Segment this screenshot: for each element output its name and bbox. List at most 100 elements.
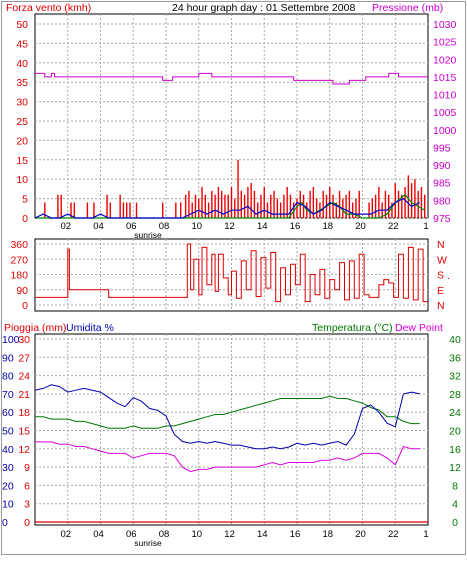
- wind-x-tick-label: 14: [257, 221, 268, 232]
- wind-tick-label: 15: [16, 155, 28, 167]
- rain-tick-label: 24: [18, 371, 30, 383]
- pressure-tick-label: 985: [433, 178, 451, 190]
- pressure-tick-label: 1005: [433, 107, 457, 119]
- wind-tick-label: 40: [16, 58, 28, 70]
- pressure-axis-title: Pressione (mb): [372, 2, 443, 14]
- pressure-tick-label: 990: [433, 160, 451, 172]
- wind-x-tick-label: 16: [290, 221, 301, 232]
- wind-x-tick-label: 06: [126, 221, 137, 232]
- wind-x-tick-label: 18: [322, 221, 333, 232]
- wind-tick-label: 45: [16, 38, 28, 50]
- humidity-axis-title: Umidita %: [66, 322, 114, 334]
- humidity-tick-label: 50: [2, 426, 14, 438]
- dewpoint-axis-title: Dew Point: [395, 322, 443, 334]
- dewpoint-line: [35, 441, 420, 473]
- temperature-tick-label: 20: [449, 426, 461, 438]
- climate-x-tick-label: 04: [93, 529, 104, 540]
- temperature-tick-label: 8: [452, 480, 458, 492]
- climate-x-tick-label: 08: [159, 529, 170, 540]
- rain-tick-label: 15: [18, 426, 30, 438]
- wind-tick-label: 5: [22, 194, 28, 206]
- rain-tick-label: 3: [24, 499, 30, 511]
- humidity-tick-label: 100: [2, 334, 20, 346]
- rain-tick-label: 18: [18, 407, 30, 419]
- climate-x-tick-label: 12: [224, 529, 235, 540]
- climate-x-tick-label: 22: [388, 529, 399, 540]
- wind-axis-title: Forza vento (kmh): [6, 2, 91, 14]
- data-series: [34, 72, 428, 523]
- tick-labels: 0510152025303540455097598098599099510001…: [2, 19, 461, 548]
- direction-tick-label: 0: [22, 300, 28, 312]
- wind-tick-label: 0: [22, 213, 28, 225]
- direction-tick-label: 180: [10, 270, 28, 282]
- direction-tick-label: 90: [16, 285, 28, 297]
- wind-tick-label: 10: [16, 174, 28, 186]
- humidity-tick-label: 40: [2, 444, 14, 456]
- wind-x-tick-label: 20: [355, 221, 366, 232]
- wind-tick-label: 25: [16, 116, 28, 128]
- climate-x-tick-label: 10: [191, 529, 202, 540]
- wind-x-tick-label: 1: [423, 221, 428, 232]
- rain-tick-label: 9: [24, 462, 30, 474]
- wind-x-tick-label: 12: [224, 221, 235, 232]
- humidity-tick-label: 70: [2, 389, 14, 401]
- temperature-tick-label: 4: [452, 499, 458, 511]
- rain-tick-label: 6: [24, 480, 30, 492]
- pressure-tick-label: 1030: [433, 19, 457, 31]
- wind-x-tick-label: 08: [159, 221, 170, 232]
- humidity-tick-label: 0: [2, 517, 8, 529]
- sunrise-label: sunrise: [134, 230, 162, 240]
- pressure-tick-label: 1000: [433, 125, 457, 137]
- direction-compass-label: N: [437, 239, 445, 251]
- avg-wind-green-line: [35, 193, 426, 219]
- direction-tick-label: 360: [10, 239, 28, 251]
- avg-wind-blue-line: [34, 197, 421, 219]
- rain-tick-label: 12: [18, 444, 30, 456]
- rain-tick-label: 30: [18, 334, 30, 346]
- humidity-tick-label: 20: [2, 480, 14, 492]
- pressure-tick-label: 975: [433, 213, 451, 225]
- climate-x-tick-label: 18: [322, 529, 333, 540]
- humidity-tick-label: 60: [2, 407, 14, 419]
- temperature-tick-label: 0: [452, 517, 458, 529]
- temperature-tick-label: 36: [449, 352, 461, 364]
- direction-compass-label: N: [437, 300, 445, 312]
- temperature-tick-label: 40: [449, 334, 461, 346]
- temperature-line: [35, 395, 420, 429]
- humidity-tick-label: 30: [2, 462, 14, 474]
- direction-compass-label: S: [437, 270, 444, 282]
- wind-x-tick-label: 22: [388, 221, 399, 232]
- direction-compass-label: E: [437, 285, 444, 297]
- temperature-tick-label: 28: [449, 389, 461, 401]
- direction-compass-label: W: [437, 254, 447, 266]
- pressure-line: [35, 72, 428, 85]
- climate-x-tick-label: 20: [355, 529, 366, 540]
- climate-x-tick-label: 16: [290, 529, 301, 540]
- wind-x-tick-label: 10: [191, 221, 202, 232]
- wind-tick-label: 30: [16, 97, 28, 109]
- temperature-tick-label: 32: [449, 371, 461, 383]
- climate-x-tick-label: 02: [60, 529, 71, 540]
- rain-tick-label: 27: [18, 352, 30, 364]
- pressure-tick-label: 1015: [433, 72, 457, 84]
- wind-tick-label: 20: [16, 135, 28, 147]
- climate-x-tick-label: 14: [257, 529, 268, 540]
- temperature-tick-label: 16: [449, 444, 461, 456]
- humidity-tick-label: 80: [2, 371, 14, 383]
- wind-x-tick-label: 04: [93, 221, 104, 232]
- chart-title: 24 hour graph day : 01 Settembre 2008: [172, 2, 355, 14]
- rain-axis-title: Pioggia (mm): [4, 322, 66, 334]
- rain-tick-label: 21: [18, 389, 30, 401]
- pressure-tick-label: 1010: [433, 90, 457, 102]
- rain-tick-label: 0: [24, 517, 30, 529]
- pressure-tick-label: 1025: [433, 37, 457, 49]
- wind-tick-label: 35: [16, 77, 28, 89]
- wind-x-tick-label: 02: [60, 221, 71, 232]
- temperature-axis-title: Temperatura (°C): [312, 322, 393, 334]
- direction-compass-dot: .: [447, 270, 450, 282]
- humidity-line: [34, 384, 420, 450]
- humidity-tick-label: 90: [2, 352, 14, 364]
- pressure-tick-label: 995: [433, 142, 451, 154]
